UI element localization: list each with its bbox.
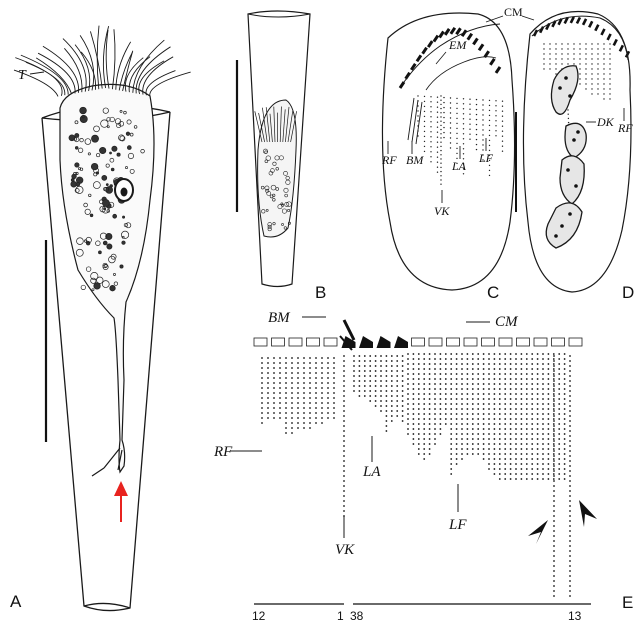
ciliary-rows-d xyxy=(543,43,611,216)
macronucleus-d xyxy=(545,65,587,249)
label-bm-e: BM xyxy=(268,310,291,326)
panel-letter-c: C xyxy=(487,283,499,302)
label-vk-c: VK xyxy=(434,204,450,218)
label-la-c: LA xyxy=(451,159,467,173)
endoral-membrane-c xyxy=(425,56,497,91)
label-vk-e: VK xyxy=(335,542,355,558)
somatic-kineties-e xyxy=(261,353,571,597)
label-lf-e: LF xyxy=(448,517,467,533)
arrowhead-right xyxy=(579,500,597,527)
label-rf-e: RF xyxy=(213,444,233,460)
panel-d: DK RF D xyxy=(522,10,634,302)
label-lf-c: LF xyxy=(478,151,494,165)
scale-num-38: 38 xyxy=(350,609,364,623)
scale-num-13: 13 xyxy=(568,609,582,623)
label-rf-d: RF xyxy=(617,121,633,135)
cell-outline-c xyxy=(381,12,516,291)
panel-b: B xyxy=(235,10,326,302)
oral-cilia-a xyxy=(13,25,191,97)
label-dk: DK xyxy=(596,115,615,129)
stalk-arrow xyxy=(114,481,128,522)
scale-num-12: 12 xyxy=(252,609,266,623)
label-rf-c: RF xyxy=(381,153,397,167)
label-cm-e: CM xyxy=(495,314,519,330)
ciliary-rows-c xyxy=(417,95,504,185)
cell-body-a xyxy=(59,83,155,477)
label-t: T xyxy=(18,68,27,83)
label-cm-c: CM xyxy=(504,5,523,19)
adoral-membranelles-c xyxy=(398,26,502,89)
arrowhead-left xyxy=(528,520,548,544)
label-em: EM xyxy=(448,38,467,52)
label-la-e: LA xyxy=(362,464,381,480)
panel-a: T A xyxy=(10,25,191,612)
panel-letter-e: E xyxy=(622,593,633,612)
cell-outline-d xyxy=(522,10,632,293)
adoral-membranelles-d xyxy=(532,16,631,58)
lorica-b xyxy=(247,10,311,288)
panel-e: BM CM RF LA LF VK 12 1 38 13 E xyxy=(213,310,633,623)
scale-num-1: 1 xyxy=(337,609,344,623)
membranelle-row-e xyxy=(253,336,583,348)
panel-letter-b: B xyxy=(315,283,326,302)
cell-body-b xyxy=(257,99,297,238)
panel-letter-d: D xyxy=(622,283,634,302)
panel-letter-a: A xyxy=(10,592,22,611)
panel-c: CM EM RF BM LA LF VK C xyxy=(381,5,535,302)
label-bm-c: BM xyxy=(406,153,424,167)
